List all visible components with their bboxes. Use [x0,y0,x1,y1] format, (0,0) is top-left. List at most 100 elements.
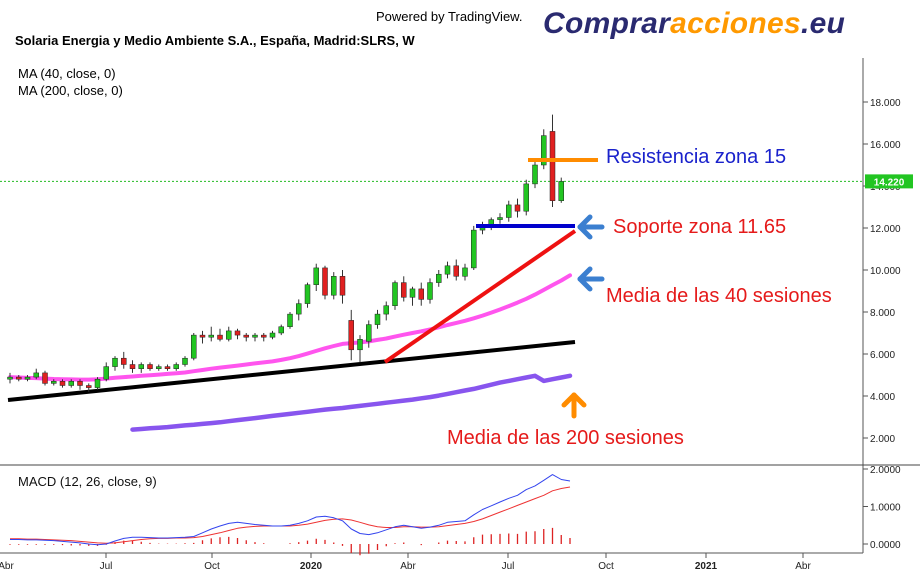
y-tick-label: 6.000 [870,350,895,361]
candle [436,270,442,287]
candle [59,379,66,388]
candle [199,330,206,344]
x-tick-label: 2020 [300,561,323,572]
candle [138,362,144,373]
candle [541,129,547,170]
candle-body [357,339,363,351]
candle [497,213,503,224]
candle [103,362,109,382]
candle-body [59,381,66,386]
candle [401,276,407,302]
last-price-badge [865,174,913,189]
candle [471,225,477,270]
candle [243,333,249,342]
candle-body [199,334,206,338]
candle-body [322,267,328,296]
candle-body [339,276,346,296]
candle [234,328,241,340]
candle-body [383,305,389,315]
candle-body [164,366,171,369]
y-tick-label: 4.000 [870,392,895,403]
candle [287,312,293,329]
candle [462,263,468,281]
symbol-title: Solaria Energia y Medio Ambiente S.A., E… [15,33,415,48]
ma200-arrow [561,392,587,419]
candle [94,377,101,390]
candle-body [313,267,319,285]
x-tick-label-partial: Abr [0,561,14,572]
candle-body [506,204,512,218]
ma200-line [130,373,573,432]
candle-body [51,381,57,384]
candle-body [261,334,267,338]
candle [16,375,22,382]
candle-body [418,288,424,300]
candle [304,282,311,308]
candle [523,179,529,216]
candle-body [226,330,232,340]
candle [357,335,363,363]
candle [348,309,354,361]
candle-body [541,135,547,166]
candle-body [436,273,442,283]
annotation-label: Soporte zona 11.65 [613,216,786,238]
y-tick-label: 10.000 [870,266,901,277]
candle-body [471,229,477,269]
candle-body [121,357,127,365]
candle-body [514,204,521,212]
candle-body [173,364,179,369]
candle [296,299,302,321]
candle [68,379,74,388]
candle-body [497,217,503,220]
brand-logo-part2: acciones [670,7,801,40]
candle-body [287,313,293,327]
candle-body [94,378,101,388]
y-tick-label: 16.000 [870,140,901,151]
support-arrow-head [577,214,593,240]
y-tick-label: 2.000 [870,434,895,445]
candle [226,326,232,342]
candle-body [147,364,153,369]
powered-by-text: Powered by TradingView. [376,9,523,24]
candle-body [217,334,223,340]
candle-body [16,376,22,380]
candle-body [304,284,311,304]
last-price-label: 14.220 [874,177,905,188]
candle [217,328,223,342]
macd-line [10,474,571,546]
y-tick-label: 12.000 [870,224,901,235]
candle [208,326,214,342]
candle [269,330,276,340]
macd-y-tick-label: 1.0000 [870,503,901,514]
candle-body [401,282,407,298]
macd-y-tick-label: 2.0000 [870,465,901,476]
macd-y-tick-label: 0.0000 [870,540,901,551]
candle-body [243,334,249,338]
candle-body [296,303,302,315]
candle [331,272,337,300]
candle [427,278,433,304]
x-tick-label: Abr [400,561,416,572]
macd-title: MACD (12, 26, close, 9) [18,474,157,489]
candle-body [558,181,564,201]
candle [147,362,153,371]
candle-body [427,282,433,300]
candle-body [77,381,83,386]
brand-logo-part3: .eu [800,7,846,40]
trendline-short-support [383,229,577,364]
annotation-label: Resistencia zona 15 [606,146,786,168]
ma200-arrow-head [561,392,587,408]
candle-body [453,265,459,277]
x-tick-label: Abr [795,561,811,572]
candle [51,379,57,386]
candle-body [24,376,31,380]
candle-body [444,265,451,275]
candle-body [103,366,109,380]
candle-body [208,334,214,338]
candle [383,301,389,321]
x-tick-label: Jul [502,561,515,572]
candle [444,261,451,279]
candle-body [33,372,39,378]
candle-body [191,334,197,359]
